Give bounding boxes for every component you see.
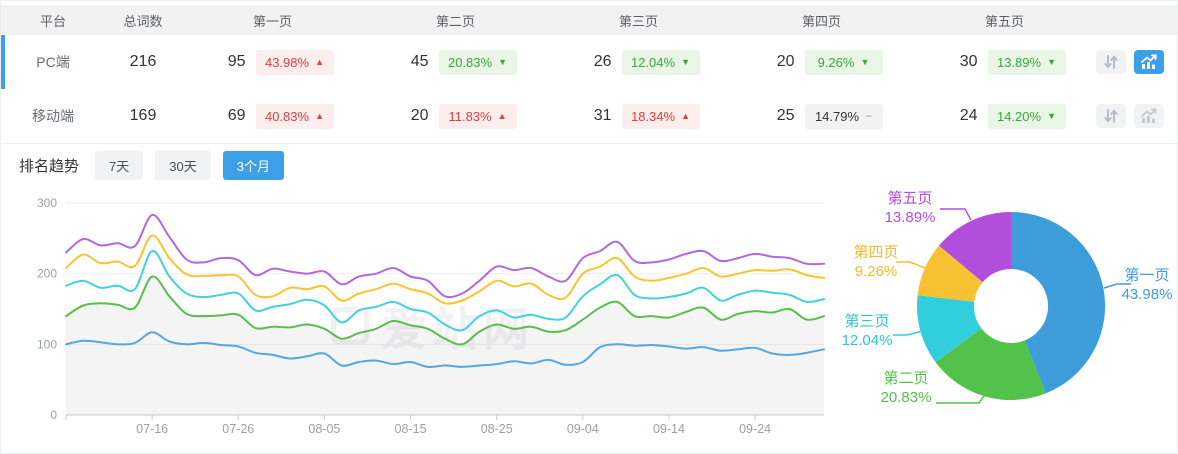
table-row-pc[interactable]: PC端 216 95 43.98% ▲ 45 20.83% ▼ 26 12.04% ▼…	[1, 35, 1177, 90]
page5-count: 30	[959, 53, 978, 70]
svg-text:08-05: 08-05	[308, 422, 340, 436]
svg-text:200: 200	[37, 267, 57, 281]
page2-cell: 20 11.83% ▲	[364, 103, 547, 129]
svg-text:100: 100	[37, 337, 57, 351]
col-total-words: 总词数	[123, 13, 163, 29]
page3-count: 31	[593, 107, 612, 124]
trend-title: 排名趋势	[19, 158, 80, 175]
svg-text:07-16: 07-16	[136, 422, 168, 436]
page3-change-badge: 18.34% ▲	[621, 103, 700, 129]
pie-label-page1: 第一页 43.98%	[1121, 267, 1173, 303]
col-page2: 第二页	[435, 13, 475, 29]
trend-tabbar: 排名趋势 7天 30天 3个月	[19, 151, 284, 180]
page-distribution-pie: 第五页 13.89% 第四页 9.26% 第三页 12.04% 第二页 20.8…	[841, 181, 1177, 453]
pie-label-page3: 第三页 12.04%	[841, 313, 893, 349]
up-arrow-icon: ▲	[497, 110, 507, 121]
pie-label-page4: 第四页 9.26%	[853, 244, 899, 280]
col-page5: 第五页	[984, 13, 1024, 29]
sort-updown-icon	[1104, 55, 1118, 69]
table-header: 平台 总词数 第一页 第二页 第三页 第四页 第五页	[1, 5, 1177, 35]
sort-updown-button[interactable]	[1096, 104, 1126, 128]
page2-change-badge: 20.83% ▼	[438, 49, 517, 75]
up-arrow-icon: ▲	[681, 110, 690, 121]
page3-count: 26	[593, 53, 612, 70]
trend-chart-button-active[interactable]	[1134, 50, 1164, 74]
page5-cell: 30 13.89% ▼	[913, 49, 1096, 75]
rank-trend-line-chart: 0 100 200 300 07-16 07-26 08-05 08-15 08-25 09-04…	[37, 196, 825, 436]
page4-count: 20	[776, 53, 795, 70]
col-page3: 第三页	[618, 13, 658, 29]
page2-count: 45	[410, 53, 429, 70]
total-words-value: 216	[129, 53, 157, 70]
page5-cell: 24 14.20% ▼	[913, 103, 1096, 129]
tab-3months[interactable]: 3个月	[222, 151, 284, 180]
page4-cell: 25 14.79% −	[730, 103, 913, 129]
page4-count: 25	[776, 107, 795, 124]
platform-label: PC端	[36, 54, 70, 70]
up-arrow-icon: ▲	[315, 56, 324, 67]
page4-change-badge: 14.79% −	[804, 103, 883, 129]
down-arrow-icon: ▼	[1047, 110, 1056, 121]
row-actions	[1096, 50, 1177, 74]
tab-7days[interactable]: 7天	[95, 151, 144, 180]
down-arrow-icon: ▼	[1047, 56, 1056, 67]
page1-count: 69	[227, 107, 246, 124]
trend-chart-icon	[1141, 108, 1157, 123]
svg-text:09-04: 09-04	[567, 422, 599, 436]
page5-count: 24	[959, 107, 978, 124]
table-row-mobile[interactable]: 移动端 169 69 40.83% ▲ 20 11.83% ▲ 31 18.34% ▲…	[1, 89, 1177, 144]
page1-cell: 69 40.83% ▲	[181, 103, 364, 129]
svg-text:08-25: 08-25	[481, 422, 513, 436]
total-words-value: 169	[129, 107, 157, 124]
page4-change-badge: 9.26% ▼	[804, 49, 883, 75]
sort-updown-button[interactable]	[1096, 50, 1126, 74]
flat-dash-icon: −	[865, 109, 873, 123]
svg-text:09-24: 09-24	[739, 422, 771, 436]
page2-cell: 45 20.83% ▼	[364, 49, 547, 75]
col-page4: 第四页	[801, 13, 841, 29]
svg-text:07-26: 07-26	[222, 422, 254, 436]
page2-count: 20	[410, 107, 429, 124]
page3-cell: 31 18.34% ▲	[547, 103, 730, 129]
page1-count: 95	[227, 53, 246, 70]
page3-cell: 26 12.04% ▼	[547, 49, 730, 75]
up-arrow-icon: ▲	[315, 110, 324, 121]
tab-30days[interactable]: 30天	[155, 151, 211, 180]
page5-change-badge: 13.89% ▼	[987, 49, 1066, 75]
sort-updown-icon	[1104, 109, 1118, 123]
platform-label: 移动端	[32, 108, 74, 124]
donut-chart	[893, 208, 1131, 404]
col-page1: 第一页	[252, 13, 292, 29]
svg-text:0: 0	[50, 408, 57, 422]
col-platform: 平台	[39, 13, 66, 29]
svg-text:300: 300	[37, 196, 57, 210]
pie-label-page5: 第五页 13.89%	[884, 190, 936, 226]
page1-cell: 95 43.98% ▲	[181, 49, 364, 75]
page1-change-badge: 40.83% ▲	[255, 103, 334, 129]
svg-text:08-15: 08-15	[395, 422, 427, 436]
page5-change-badge: 14.20% ▼	[987, 103, 1066, 129]
down-arrow-icon: ▼	[498, 56, 507, 67]
down-arrow-icon: ▼	[681, 56, 690, 67]
page1-change-badge: 43.98% ▲	[255, 49, 334, 75]
page2-change-badge: 11.83% ▲	[438, 103, 517, 129]
page3-change-badge: 12.04% ▼	[621, 49, 700, 75]
pie-label-page2: 第二页 20.83%	[880, 370, 932, 406]
row-actions	[1096, 104, 1177, 128]
svg-text:09-14: 09-14	[653, 422, 685, 436]
page4-cell: 20 9.26% ▼	[730, 49, 913, 75]
trend-chart-icon	[1141, 54, 1157, 69]
trend-chart-button[interactable]	[1134, 104, 1164, 128]
down-arrow-icon: ▼	[860, 56, 870, 67]
